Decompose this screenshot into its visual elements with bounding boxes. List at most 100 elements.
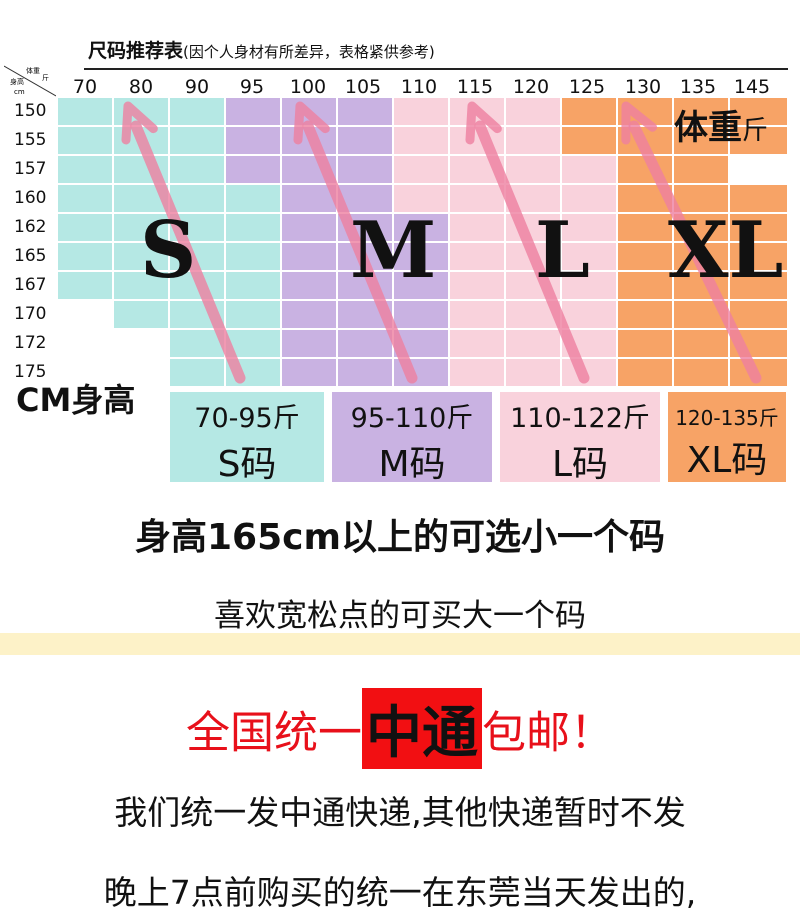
cell-l [561, 242, 617, 271]
cell-l [393, 155, 449, 184]
weight-unit-text: 斤 [742, 116, 769, 146]
arrow-shaft [130, 120, 246, 384]
cell-xl [617, 242, 673, 271]
arrow-overlay [121, 101, 762, 384]
cell-m [393, 242, 449, 271]
chart-title: 尺码推荐表(因个人身材有所差异，表格紧供参考) [88, 36, 435, 63]
cell-l [561, 271, 617, 300]
cell-s [225, 300, 281, 329]
legend-size: M码 [378, 444, 446, 485]
cell-xl [561, 126, 617, 155]
cell-s [57, 97, 113, 126]
cell-l [505, 358, 561, 387]
legend-range: 70-95斤 [194, 403, 300, 434]
cell-m [225, 126, 281, 155]
cell-l [449, 271, 505, 300]
legend-range: 120-135斤 [675, 406, 779, 430]
cell-s [57, 155, 113, 184]
weight-tick: 125 [568, 76, 606, 98]
arrow-head [465, 101, 502, 145]
cell-l [505, 126, 561, 155]
cell-xl [729, 271, 788, 300]
cell-s [113, 242, 169, 271]
cell-s [169, 97, 225, 126]
cell-l [505, 97, 561, 126]
cell-s [113, 213, 169, 242]
arrow-head [293, 101, 330, 145]
height-tick: 155 [14, 130, 47, 150]
cell-xl [673, 242, 729, 271]
legend-size: L码 [551, 444, 609, 485]
cell-m [393, 300, 449, 329]
cell-l [505, 329, 561, 358]
height-axis-label: CM身高 [16, 381, 136, 419]
weight-tick: 145 [733, 76, 771, 98]
cell-l [561, 213, 617, 242]
cell-s [57, 184, 113, 213]
shipping-headline: 全国统一中通包邮！ [0, 688, 800, 769]
legend-range: 95-110斤 [350, 403, 474, 434]
divider-band [0, 633, 800, 655]
cell-m [281, 358, 337, 387]
shipping-prefix: 全国统一 [186, 707, 362, 759]
cell-s [225, 271, 281, 300]
weight-tick: 110 [400, 76, 438, 98]
cell-xl [673, 358, 729, 387]
cell-m [337, 126, 393, 155]
corner-bottom-label: 身高 [10, 77, 24, 86]
cell-l [561, 155, 617, 184]
cell-xl [673, 329, 729, 358]
corner-cell: 体重 斤 身高 cm [4, 65, 56, 97]
cell-m [337, 329, 393, 358]
cell-m [337, 358, 393, 387]
cell-l [393, 184, 449, 213]
weight-tick: 100 [289, 76, 327, 98]
arrow-shaft [302, 120, 418, 384]
cell-l [449, 300, 505, 329]
legend-range: 110-122斤 [510, 403, 650, 434]
cell-s [113, 271, 169, 300]
legend-box-xl: 120-135斤 XL码 [666, 390, 788, 484]
corner-top-label: 体重 [26, 66, 40, 75]
weight-tick: 130 [624, 76, 662, 98]
cell-xl [617, 271, 673, 300]
height-tick: 157 [14, 159, 47, 179]
cell-xl [729, 242, 788, 271]
corner-top-unit: 斤 [42, 73, 49, 82]
weight-tick: 105 [344, 76, 382, 98]
header-rule [84, 68, 788, 70]
weight-label-text: 体重 [674, 108, 742, 148]
cell-l [505, 155, 561, 184]
arrow-head [621, 101, 658, 145]
legend-box-s: 70-95斤 S码 [168, 390, 326, 485]
legend-size: XL码 [686, 440, 768, 481]
shipping-courier-note: 我们统一发中通快递,其他快递暂时不发 [114, 793, 686, 832]
cell-l [561, 358, 617, 387]
cell-s [169, 358, 225, 387]
cell-l [449, 184, 505, 213]
cell-xl [617, 329, 673, 358]
cell-s [57, 213, 113, 242]
cell-m [281, 271, 337, 300]
weight-tick: 80 [128, 76, 154, 98]
corner-bottom-unit: cm [14, 88, 25, 96]
cell-s [57, 271, 113, 300]
cell-xl [617, 300, 673, 329]
size-letter-m: M [350, 205, 437, 296]
cell-l [449, 329, 505, 358]
cell-s [225, 242, 281, 271]
cell-l [393, 126, 449, 155]
shipping-courier-highlight: 中通 [362, 688, 482, 769]
cell-s [225, 184, 281, 213]
cell-m [281, 184, 337, 213]
height-tick: 172 [14, 333, 47, 353]
cell-s [169, 184, 225, 213]
cell-m [393, 271, 449, 300]
title-text: 尺码推荐表 [88, 40, 184, 62]
cell-l [561, 184, 617, 213]
shipping-suffix: 包邮！ [482, 707, 614, 759]
cell-xl [729, 300, 788, 329]
height-tick: 175 [14, 362, 47, 382]
cell-xl [561, 97, 617, 126]
cell-xl [729, 126, 788, 155]
